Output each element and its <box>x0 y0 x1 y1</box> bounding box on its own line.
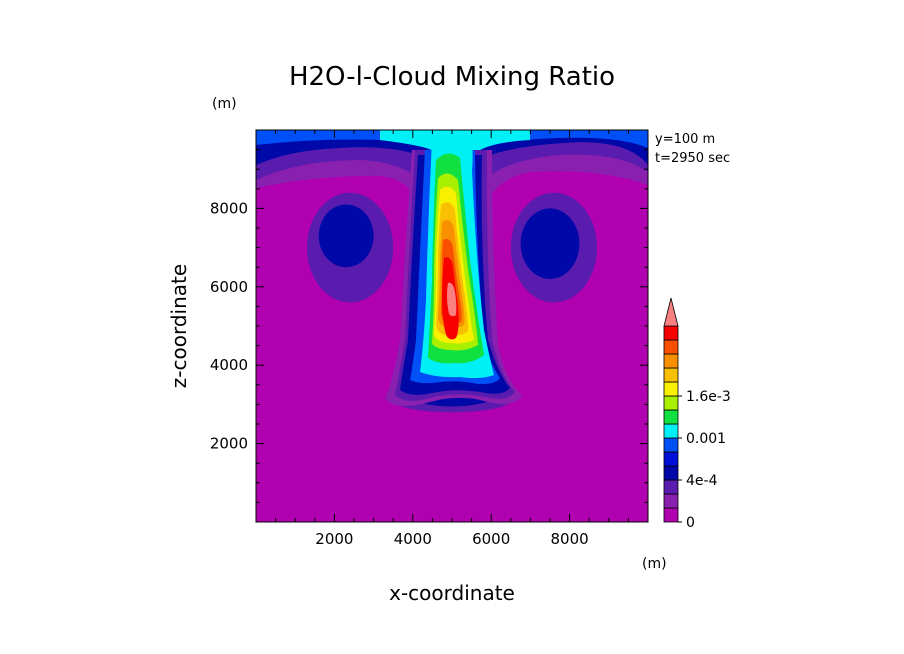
colorbar-label: 0 <box>686 515 695 531</box>
colorbar-box <box>663 451 679 467</box>
chart-title: H2O-l-Cloud Mixing Ratio <box>289 62 615 92</box>
colorbar-box <box>663 465 679 481</box>
annotation-time: t=2950 sec <box>655 151 730 166</box>
y-tick-label: 2000 <box>210 435 248 453</box>
colorbar-label: 4e-4 <box>686 473 718 489</box>
colorbar-label: 0.001 <box>686 431 726 447</box>
colorbar-box <box>663 325 679 341</box>
colorbar-box <box>663 479 679 495</box>
y-tick-label: 4000 <box>210 356 248 374</box>
field-blob-1 <box>318 204 374 268</box>
axis-ticks <box>256 130 648 522</box>
x-axis-label: x-coordinate <box>389 581 515 605</box>
colorbar-box <box>663 367 679 383</box>
colorbar-box <box>663 493 679 509</box>
plume-level-12 <box>447 282 457 317</box>
colorbar-box <box>663 423 679 439</box>
annotation-y-slice: y=100 m <box>655 132 715 147</box>
colorbar-box <box>663 339 679 355</box>
colorbar-label: 1.6e-3 <box>686 389 731 405</box>
colorbar-box <box>663 409 679 425</box>
x-tick-label: 2000 <box>315 530 353 548</box>
y-unit-label: (m) <box>212 96 237 112</box>
x-unit-label: (m) <box>642 556 667 572</box>
x-tick-label: 4000 <box>394 530 432 548</box>
colorbar-labels: 0 4e-4 0.001 1.6e-3 <box>678 389 731 531</box>
x-tick-label: 6000 <box>472 530 510 548</box>
contour-field <box>256 130 648 522</box>
y-axis-label: z-coordinate <box>167 264 191 388</box>
colorbar-box <box>663 353 679 369</box>
colorbar-box <box>663 381 679 397</box>
axis-tick-labels: 2000 4000 6000 8000 2000 4000 6000 8000 <box>210 199 589 548</box>
y-tick-label: 8000 <box>210 199 248 217</box>
colorbar-box <box>663 507 679 523</box>
colorbar-box <box>663 437 679 453</box>
colorbar-extend-triangle <box>663 297 679 327</box>
y-tick-label: 6000 <box>210 278 248 296</box>
field-blob-3 <box>520 208 580 279</box>
colorbar-box <box>663 395 679 411</box>
x-tick-label: 8000 <box>551 530 589 548</box>
colorbar <box>663 297 679 523</box>
